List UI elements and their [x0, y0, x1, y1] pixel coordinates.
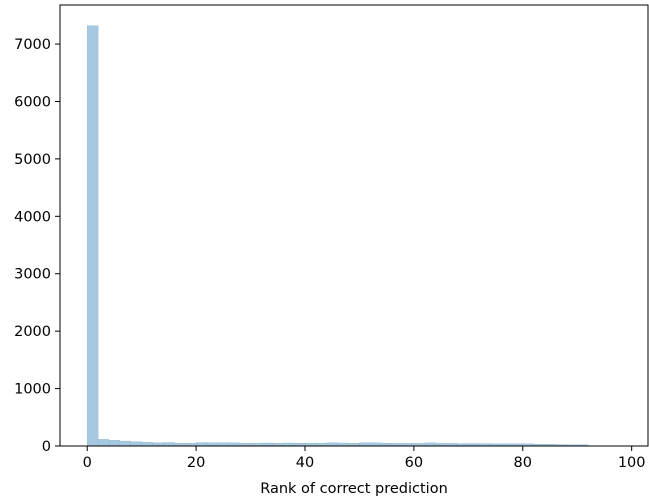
- y-tick-label: 1000: [14, 382, 51, 398]
- x-tick-label: 80: [514, 455, 532, 471]
- y-tick-label: 7000: [14, 37, 51, 53]
- x-tick-label: 20: [187, 455, 205, 471]
- histogram-bar: [97, 439, 110, 447]
- y-tick-label: 0: [42, 439, 51, 455]
- histogram-bar: [195, 442, 208, 447]
- x-tick-label: 100: [618, 455, 646, 471]
- histogram-bar: [163, 442, 175, 447]
- x-axis-label: Rank of correct prediction: [260, 481, 448, 497]
- histogram-bar: [119, 440, 131, 447]
- y-tick-label: 6000: [14, 94, 51, 110]
- histogram-bar: [141, 442, 153, 447]
- plot-frame: [59, 4, 649, 447]
- histogram-bar: [87, 25, 99, 447]
- histogram-bar: [130, 441, 142, 447]
- y-tick-label: 3000: [14, 267, 51, 283]
- x-tick-label: 60: [405, 455, 423, 471]
- x-tick-label: 40: [296, 455, 314, 471]
- histogram-bar: [108, 440, 121, 447]
- y-axis-ticks: 0 1000 2000 3000 4000 5000 6000 7000: [14, 37, 60, 455]
- x-axis-ticks: 0 20 40 60 80 100: [83, 446, 646, 471]
- y-tick-label: 2000: [14, 324, 51, 340]
- y-tick-label: 5000: [14, 152, 51, 168]
- y-tick-label: 4000: [14, 209, 51, 225]
- x-tick-label: 0: [83, 455, 92, 471]
